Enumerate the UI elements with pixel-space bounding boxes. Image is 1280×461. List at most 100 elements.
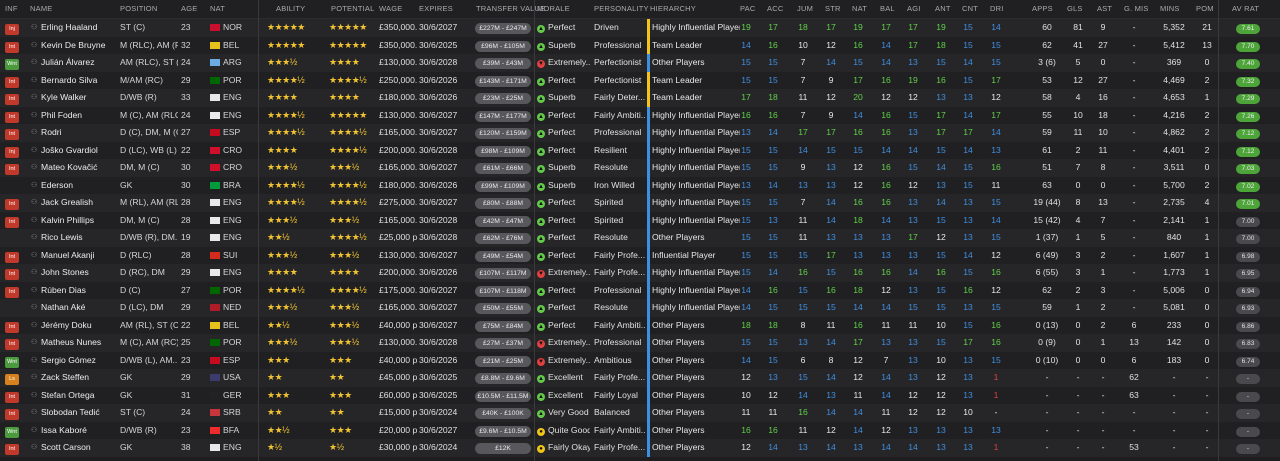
column-header-pom[interactable]: POM bbox=[1196, 4, 1214, 13]
column-header-nat[interactable]: NAT bbox=[852, 4, 868, 13]
column-header-transfer-value[interactable]: TRANSFER VALUE bbox=[476, 4, 546, 13]
player-name[interactable]: Matheus Nunes bbox=[41, 337, 102, 347]
player-row[interactable]: Inj ⚇ Joško Gvardiol D (LC), WB (L) 22 CRO ★★★… bbox=[0, 141, 1280, 159]
player-name[interactable]: Rodri bbox=[41, 127, 62, 137]
player-name[interactable]: Rúben Dias bbox=[41, 284, 86, 295]
player-name[interactable]: Jack Grealish bbox=[41, 197, 94, 207]
player-row[interactable]: Int ⚇Jack Grealish M (RL), AM (RL...28 ENG ★… bbox=[0, 194, 1280, 212]
column-header-agi[interactable]: AGI bbox=[907, 4, 921, 13]
column-header-mins[interactable]: MINS bbox=[1160, 4, 1180, 13]
player-name[interactable]: John Stones bbox=[41, 267, 89, 277]
column-header-nat[interactable]: NAT bbox=[210, 4, 226, 13]
column-header-g-mis[interactable]: G. MIS bbox=[1124, 4, 1149, 13]
transfer-value-pill[interactable]: £80M - £88M bbox=[475, 198, 531, 209]
transfer-value-pill[interactable]: £96M - £105M bbox=[475, 40, 531, 52]
column-header-acc[interactable]: ACC bbox=[767, 4, 784, 13]
column-header-wage[interactable]: WAGE bbox=[379, 4, 403, 13]
column-header-ability[interactable]: ABILITY bbox=[276, 4, 306, 13]
player-name[interactable]: Kyle Walker bbox=[41, 92, 87, 102]
player-row[interactable]: ⚇Ederson GK 30 BRA ★★★★½ ★★★★½ £180,000...30/6… bbox=[0, 176, 1280, 194]
inf-badge[interactable]: Ls bbox=[5, 374, 19, 385]
inf-badge[interactable]: Int bbox=[5, 199, 19, 210]
transfer-value-pill[interactable]: £98M - £109M bbox=[475, 145, 531, 157]
transfer-value-pill[interactable]: £120M - £159M bbox=[475, 128, 531, 139]
player-name[interactable]: Slobodan Tedić bbox=[41, 407, 100, 417]
column-header-av-rat[interactable]: AV RAT bbox=[1232, 4, 1260, 13]
player-row[interactable]: Wnt ⚇Julián Álvarez AM (RLC), ST (C)24 ARG ★… bbox=[0, 54, 1280, 72]
player-name[interactable]: Erling Haaland bbox=[41, 22, 98, 32]
inf-badge[interactable]: Int bbox=[5, 41, 19, 53]
inf-badge[interactable]: Int bbox=[5, 111, 19, 123]
inf-badge[interactable]: Wnt bbox=[5, 426, 19, 438]
player-row[interactable]: ⚇ Rico Lewis D/WB (R), DM... 19 ENG ★★½ ★★★★½ £… bbox=[0, 229, 1280, 247]
inf-badge[interactable]: Inj bbox=[5, 146, 19, 158]
transfer-value-pill[interactable]: £75M - £84M bbox=[475, 320, 531, 332]
transfer-value-pill[interactable]: £39M - £43M bbox=[475, 58, 531, 69]
inf-badge[interactable]: Int bbox=[5, 286, 19, 298]
column-header-potential[interactable]: POTENTIAL bbox=[331, 4, 375, 13]
inf-badge[interactable]: Int bbox=[5, 164, 19, 175]
column-header-hierarchy[interactable]: HIERARCHY bbox=[650, 4, 696, 13]
inf-badge[interactable]: Inj bbox=[5, 24, 19, 35]
column-header-jum[interactable]: JUM bbox=[797, 4, 814, 13]
transfer-value-pill[interactable]: £21M - £25M bbox=[475, 355, 531, 367]
player-row[interactable]: Int ⚇ John Stones D (RC), DM 29 ENG ★★★★ ★★★★ £2… bbox=[0, 264, 1280, 282]
column-header-apps[interactable]: APPS bbox=[1032, 4, 1053, 13]
inf-badge[interactable]: Int bbox=[5, 391, 19, 403]
column-header-personality[interactable]: PERSONALITY bbox=[594, 4, 649, 13]
player-name[interactable]: Ederson bbox=[41, 179, 74, 190]
player-name[interactable]: Kalvin Phillips bbox=[41, 214, 95, 225]
player-name[interactable]: Julián Álvarez bbox=[41, 57, 95, 67]
player-name[interactable]: Issa Kaboré bbox=[41, 424, 87, 435]
transfer-value-pill[interactable]: £50M - £55M bbox=[475, 303, 531, 314]
column-header-dri[interactable]: DRI bbox=[990, 4, 1004, 13]
player-row[interactable]: Inj ⚇ Erling Haaland ST (C) 23 NOR ★★★★★ ★★★★★ £… bbox=[0, 19, 1280, 37]
player-row[interactable]: Int ⚇ Manuel Akanji D (RLC) 28 SUI ★★★½ ★★★½ £13… bbox=[0, 246, 1280, 264]
transfer-value-pill[interactable]: £10.5M - £11.5M bbox=[475, 390, 531, 402]
transfer-value-pill[interactable]: £62M - £76M bbox=[475, 233, 531, 244]
player-name[interactable]: Phil Foden bbox=[41, 109, 83, 120]
inf-badge[interactable]: Int bbox=[5, 251, 19, 263]
player-row[interactable]: Int ⚇ Kalvin Phillips DM, M (C) 28 ENG ★★★½ ★★★… bbox=[0, 211, 1280, 229]
transfer-value-pill[interactable]: £12K bbox=[475, 443, 531, 454]
transfer-value-pill[interactable]: £23M - £25M bbox=[475, 93, 531, 104]
player-name[interactable]: Kevin De Bruyne bbox=[41, 39, 106, 50]
inf-badge[interactable]: Int bbox=[5, 94, 19, 105]
player-row[interactable]: Wnt ⚇ Issa Kaboré D/WB (R) 23 BFA ★★½ ★★★ £20,00… bbox=[0, 421, 1280, 439]
transfer-value-pill[interactable]: £49M - £54M bbox=[475, 250, 531, 262]
transfer-value-pill[interactable]: £143M - £171M bbox=[475, 75, 531, 87]
column-header-ant[interactable]: ANT bbox=[935, 4, 951, 13]
player-name[interactable]: Nathan Aké bbox=[41, 302, 86, 312]
player-row[interactable]: Int ⚇ Phil Foden M (C), AM (RLC) 24 ENG ★★★★½ ★… bbox=[0, 106, 1280, 124]
player-row[interactable]: Int ⚇Stefan Ortega GK 31 GER ★★★ ★★★ £60,000 p/… bbox=[0, 386, 1280, 404]
player-name[interactable]: Jérémy Doku bbox=[41, 319, 92, 330]
inf-badge[interactable]: Int bbox=[5, 444, 19, 455]
column-header-ast[interactable]: AST bbox=[1097, 4, 1113, 13]
column-header-expires[interactable]: EXPIRES bbox=[419, 4, 453, 13]
transfer-value-pill[interactable]: £107M - £117M bbox=[475, 268, 531, 279]
inf-badge[interactable]: Int bbox=[5, 76, 19, 88]
player-name[interactable]: Sergio Gómez bbox=[41, 354, 96, 365]
transfer-value-pill[interactable]: £147M - £177M bbox=[475, 110, 531, 122]
inf-badge[interactable]: Int bbox=[5, 269, 19, 280]
column-header-str[interactable]: STR bbox=[825, 4, 841, 13]
column-header-pac[interactable]: PAC bbox=[740, 4, 756, 13]
player-name[interactable]: Manuel Akanji bbox=[41, 249, 95, 260]
transfer-value-pill[interactable]: £9.6M - £10.5M bbox=[475, 425, 531, 437]
inf-badge[interactable]: Int bbox=[5, 129, 19, 140]
player-name[interactable]: Stefan Ortega bbox=[41, 389, 95, 400]
transfer-value-pill[interactable]: £227M - £247M bbox=[475, 23, 531, 34]
player-row[interactable]: Int ⚇ Kyle Walker D/WB (R) 33 ENG ★★★★ ★★★★ £180… bbox=[0, 89, 1280, 107]
column-header-cnt[interactable]: CNT bbox=[962, 4, 979, 13]
transfer-value-pill[interactable]: £42M - £47M bbox=[475, 215, 531, 227]
transfer-value-pill[interactable]: £61M - £66M bbox=[475, 163, 531, 174]
player-name[interactable]: Joško Gvardiol bbox=[41, 144, 98, 155]
player-row[interactable]: Ls ⚇Zack Steffen GK 29 USA ★★ ★★ £45,000 p/w30/… bbox=[0, 369, 1280, 387]
column-header-age[interactable]: AGE bbox=[181, 4, 198, 13]
inf-badge[interactable]: Int bbox=[5, 216, 19, 228]
player-row[interactable]: Int ⚇Kevin De Bruyne M (RLC), AM (RLC...32… bbox=[0, 36, 1280, 54]
player-row[interactable]: Int ⚇Rodri D (C), DM, M (C)27 ESP ★★★★½ ★★★★½… bbox=[0, 124, 1280, 142]
transfer-value-pill[interactable]: £27M - £37M bbox=[475, 338, 531, 349]
player-name[interactable]: Mateo Kovačić bbox=[41, 162, 98, 172]
inf-badge[interactable]: Wnt bbox=[5, 59, 19, 70]
